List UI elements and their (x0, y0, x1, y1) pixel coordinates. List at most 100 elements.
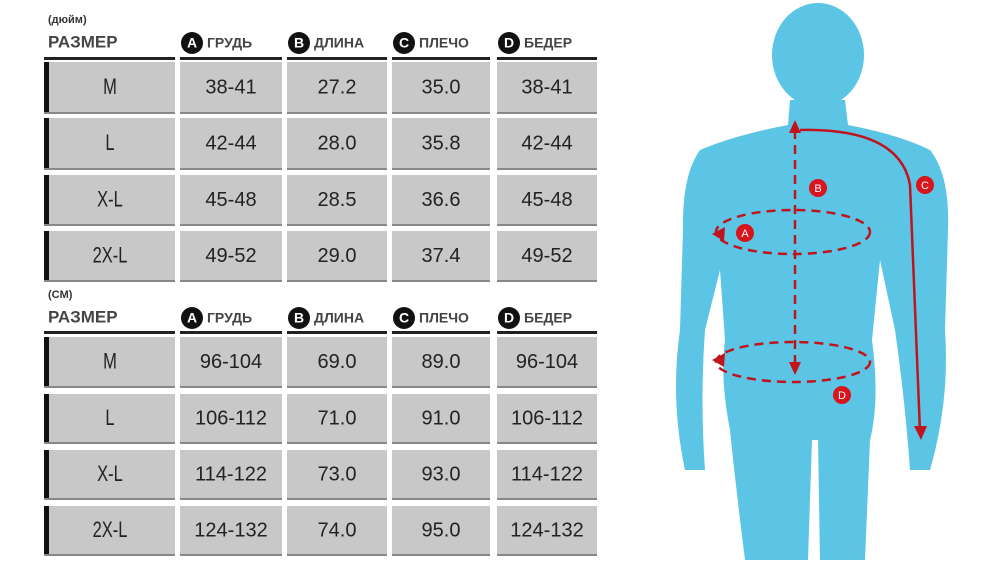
value-label: 93.0 (422, 463, 461, 485)
value-label: 28.5 (318, 189, 357, 211)
value-cell (180, 118, 282, 168)
value-label: 49-52 (521, 245, 572, 267)
row-underline (44, 280, 175, 282)
header-underline (287, 57, 387, 60)
size-cell (44, 175, 175, 224)
size-label: L (105, 406, 114, 431)
row-underline (287, 112, 387, 114)
size-cell (44, 394, 175, 442)
size-cell-bar (44, 118, 49, 168)
column-badge (181, 307, 203, 329)
value-label: 29.0 (318, 245, 357, 267)
column-badge-letter: B (294, 35, 304, 51)
value-cell (180, 231, 282, 280)
size-cell-bar (44, 394, 49, 442)
value-label: 42-44 (205, 132, 256, 154)
value-cell (392, 175, 490, 224)
column-badge (498, 32, 520, 54)
value-label: 28.0 (318, 132, 357, 154)
value-cell (392, 394, 490, 442)
value-cell (392, 506, 490, 554)
row-underline (44, 442, 175, 444)
value-label: 49-52 (205, 245, 256, 267)
unit-label: (дюйм) (48, 14, 87, 26)
value-cell (180, 394, 282, 442)
column-badge (393, 32, 415, 54)
header-underline (392, 331, 490, 334)
column-header: ПЛЕЧО (419, 35, 469, 51)
size-label: 2X-L (93, 518, 128, 543)
row-underline (497, 168, 597, 170)
value-cell (497, 506, 597, 554)
row-underline (287, 280, 387, 282)
size-cell-bar (44, 231, 49, 280)
header-underline (287, 331, 387, 334)
figure-badge-letter: B (814, 183, 821, 195)
value-cell (392, 118, 490, 168)
value-cell (180, 175, 282, 224)
row-underline (392, 554, 490, 556)
column-header: ГРУДЬ (207, 310, 252, 326)
value-cell (287, 337, 387, 386)
row-underline (287, 554, 387, 556)
column-header: БЕДЕР (524, 310, 572, 326)
value-label: 95.0 (422, 519, 461, 541)
column-badge (288, 32, 310, 54)
torso (676, 100, 949, 560)
unit-label: (CM) (48, 289, 73, 301)
value-label: 71.0 (318, 407, 357, 429)
body-figure (676, 3, 949, 560)
value-cell (287, 450, 387, 498)
value-label: 38-41 (521, 76, 572, 98)
head (772, 3, 864, 107)
value-cell (287, 394, 387, 442)
value-label: 74.0 (318, 519, 357, 541)
row-underline (44, 386, 175, 388)
size-header: РАЗМЕР (48, 32, 118, 51)
value-cell (392, 62, 490, 112)
size-cell (44, 231, 175, 280)
value-cell (180, 506, 282, 554)
column-badge-letter: C (399, 35, 409, 51)
header-underline (180, 331, 282, 334)
size-cell-bar (44, 62, 49, 112)
value-label: 45-48 (521, 189, 572, 211)
size-cell (44, 450, 175, 498)
column-badge-letter: A (187, 310, 197, 326)
column-badge (288, 307, 310, 329)
size-label: 2X-L (93, 243, 128, 268)
value-label: 114-122 (195, 463, 267, 485)
size-cell-bar (44, 506, 49, 554)
value-label: 124-132 (194, 519, 267, 541)
column-badge-letter: B (294, 310, 304, 326)
figure-badge-letter: A (741, 228, 749, 240)
row-underline (497, 386, 597, 388)
value-cell (392, 231, 490, 280)
value-label: 35.8 (422, 132, 461, 154)
value-label: 96-104 (516, 351, 578, 373)
value-label: 89.0 (422, 351, 461, 373)
figure-badge-letter: D (838, 390, 846, 402)
value-cell (497, 231, 597, 280)
value-label: 38-41 (205, 76, 256, 98)
value-label: 91.0 (422, 407, 461, 429)
row-underline (44, 168, 175, 170)
figure-badge (833, 386, 851, 404)
row-underline (287, 442, 387, 444)
value-cell (287, 118, 387, 168)
row-underline (287, 168, 387, 170)
value-cell (497, 394, 597, 442)
row-underline (44, 498, 175, 500)
column-header: ГРУДЬ (207, 35, 252, 51)
value-cell (287, 175, 387, 224)
row-underline (497, 442, 597, 444)
value-label: 37.4 (422, 245, 461, 267)
row-underline (392, 498, 490, 500)
size-label: X-L (97, 187, 123, 212)
row-underline (392, 168, 490, 170)
value-label: 114-122 (511, 463, 583, 485)
row-underline (392, 386, 490, 388)
value-cell (497, 62, 597, 112)
value-label: 106-112 (511, 407, 583, 429)
row-underline (180, 112, 282, 114)
